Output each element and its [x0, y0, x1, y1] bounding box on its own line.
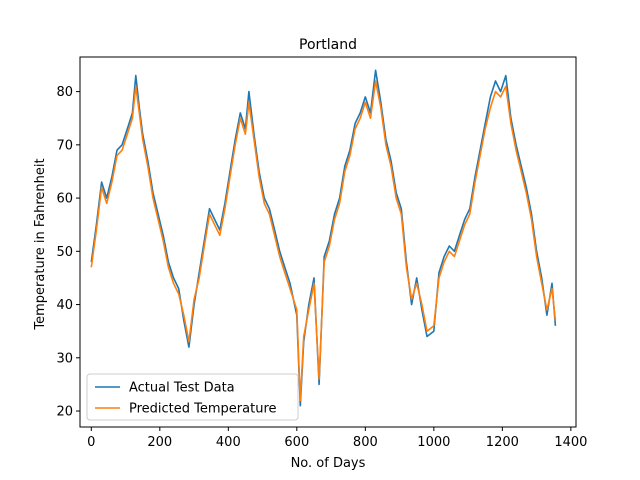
x-tick-label: 1200 [486, 435, 519, 450]
y-tick-label: 30 [56, 351, 73, 366]
y-tick-label: 50 [56, 245, 73, 260]
legend: Actual Test Data Predicted Temperature [86, 373, 299, 421]
x-tick-label: 200 [147, 435, 172, 450]
series-layer [90, 69, 557, 407]
x-tick-label: 0 [87, 435, 95, 450]
x-tick-label: 400 [216, 435, 241, 450]
x-tick-label: 600 [284, 435, 309, 450]
plot-frame [79, 56, 577, 428]
y-tick-label: 20 [56, 405, 73, 420]
y-axis-title: Temperature in Fahrenheit [33, 158, 48, 330]
x-tick-label: 1400 [554, 435, 587, 450]
chart-title: Portland [299, 37, 357, 53]
series-line-1 [90, 69, 557, 407]
x-tick-label: 1000 [417, 435, 450, 450]
y-tick-label: 40 [56, 298, 73, 313]
y-tick-label: 60 [56, 192, 73, 207]
y-tick-label: 80 [56, 85, 73, 100]
legend-label-2: Predicted Temperature [129, 402, 277, 417]
x-axis-ticks: 0 200 400 600 800 1000 1200 1400 [87, 427, 587, 450]
y-tick-label: 70 [56, 138, 73, 153]
x-axis-title: No. of Days [291, 456, 366, 471]
legend-label-1: Actual Test Data [129, 381, 235, 396]
x-tick-label: 800 [353, 435, 378, 450]
y-axis-ticks: 20 30 40 50 60 70 80 [56, 85, 80, 420]
series-line-2 [90, 80, 557, 402]
legend-box [86, 373, 299, 421]
